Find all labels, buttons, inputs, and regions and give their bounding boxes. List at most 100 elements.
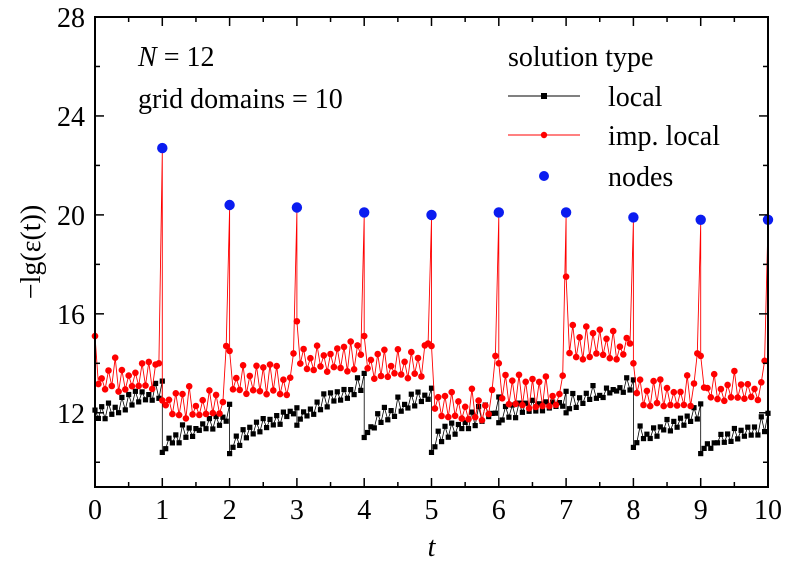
series-imp-local-point — [438, 412, 445, 420]
series-imp-local-point — [239, 362, 247, 369]
series-nodes — [157, 142, 774, 225]
series-imp-local-point — [660, 402, 667, 410]
series-imp-local-point — [492, 352, 499, 360]
legend-label-nodes: nodes — [608, 162, 673, 193]
series-imp-local-point — [606, 354, 614, 362]
series-imp-local-point — [623, 334, 630, 342]
series-nodes-point — [426, 209, 437, 221]
series-local-point — [644, 431, 650, 437]
series-local-point — [344, 395, 350, 401]
x-tick-label: 0 — [88, 495, 102, 526]
series-local-point — [614, 388, 620, 394]
series-local-point — [472, 423, 478, 429]
series-local-point — [301, 409, 307, 415]
series-local-point — [741, 433, 747, 439]
series-local-point — [264, 425, 270, 431]
series-local-point — [176, 440, 182, 446]
series-imp-local-point — [515, 371, 523, 379]
series-imp-local-point — [95, 380, 102, 388]
series-local-point — [516, 400, 522, 406]
series-imp-local-point — [428, 342, 435, 350]
series-local-point — [708, 445, 714, 451]
series-imp-local-point — [307, 354, 314, 362]
series-local-point — [196, 427, 202, 433]
series-imp-local-point — [727, 394, 735, 401]
series-imp-local-point — [377, 372, 385, 380]
series-local-point — [620, 389, 626, 395]
annotation-block: N = 12 grid domains = 10 — [137, 42, 343, 115]
series-local-point — [112, 404, 118, 410]
series-local-point — [738, 427, 744, 433]
series-imp-local-point — [576, 334, 583, 341]
series-imp-local-point — [344, 368, 351, 375]
series-local-point — [116, 410, 122, 416]
series-local-point — [348, 387, 354, 393]
series-local-point — [691, 405, 697, 411]
series-imp-local-point — [579, 356, 587, 363]
y-tick-label: 12 — [57, 399, 85, 430]
series-local-point — [435, 428, 441, 434]
series-local-point — [563, 410, 569, 416]
series-local-point — [119, 394, 125, 400]
series-local-point — [122, 407, 128, 413]
series-imp-local-point — [549, 392, 556, 400]
series-imp-local-point — [320, 352, 328, 359]
series-imp-local-point — [253, 362, 260, 370]
series-imp-local-point — [381, 346, 388, 354]
series-imp-local-point — [451, 412, 459, 420]
series-imp-local-point — [589, 329, 597, 337]
series-imp-local-point — [354, 342, 361, 349]
series-local-point — [762, 429, 768, 435]
x-tick-label: 5 — [425, 495, 439, 526]
series-imp-local-point — [108, 382, 116, 390]
series-local-point — [731, 425, 737, 432]
series-local-point — [459, 426, 465, 432]
series-local-point — [543, 399, 549, 405]
annotation-n-name: N — [137, 42, 158, 73]
series-local-point — [677, 415, 684, 421]
series-imp-local-point — [337, 364, 344, 372]
series-imp-local-point — [687, 402, 694, 410]
series-local-point — [600, 394, 606, 401]
series-imp-local-point — [323, 368, 331, 376]
legend-swatch-local-marker — [541, 93, 547, 99]
legend-item-local: local — [508, 82, 663, 113]
series-local-point — [193, 426, 199, 432]
series-local-point — [173, 432, 179, 438]
series-imp-local-point — [657, 376, 664, 383]
annotation-n-eq: = — [157, 42, 187, 73]
series-local-point — [465, 426, 472, 432]
series-local-point — [721, 439, 727, 445]
series-nodes-point — [157, 142, 168, 154]
series-local-point — [758, 414, 764, 420]
series-imp-local-point — [111, 354, 119, 362]
series-local-point — [365, 429, 371, 436]
series-local-point — [243, 435, 249, 441]
series-imp-local-point — [165, 396, 173, 404]
series-imp-local-point — [599, 351, 607, 359]
series-local-point — [156, 395, 162, 401]
series-imp-local-point — [680, 401, 688, 409]
series-imp-local-point — [704, 384, 711, 392]
series-imp-local-point — [293, 318, 301, 325]
series-local-point — [442, 423, 448, 429]
series-local-point — [267, 416, 273, 422]
series-local-point — [290, 411, 297, 417]
series-imp-local-point — [529, 375, 536, 383]
series-local-point — [233, 433, 239, 439]
series-imp-local-point — [559, 372, 566, 380]
series-local-point — [728, 438, 734, 444]
series-imp-local-point — [532, 403, 540, 411]
series-imp-local-point — [246, 372, 254, 380]
series-local-point — [398, 408, 404, 414]
series-imp-local-point — [115, 388, 122, 395]
series-local-point — [439, 439, 445, 445]
series-imp-local-point — [717, 385, 725, 393]
series-local-point — [230, 444, 236, 450]
series-local-point — [139, 389, 145, 395]
series-local-point — [671, 418, 677, 424]
series-imp-local-point — [283, 391, 291, 399]
series-local-point — [412, 403, 418, 409]
series-local-point — [341, 386, 347, 393]
